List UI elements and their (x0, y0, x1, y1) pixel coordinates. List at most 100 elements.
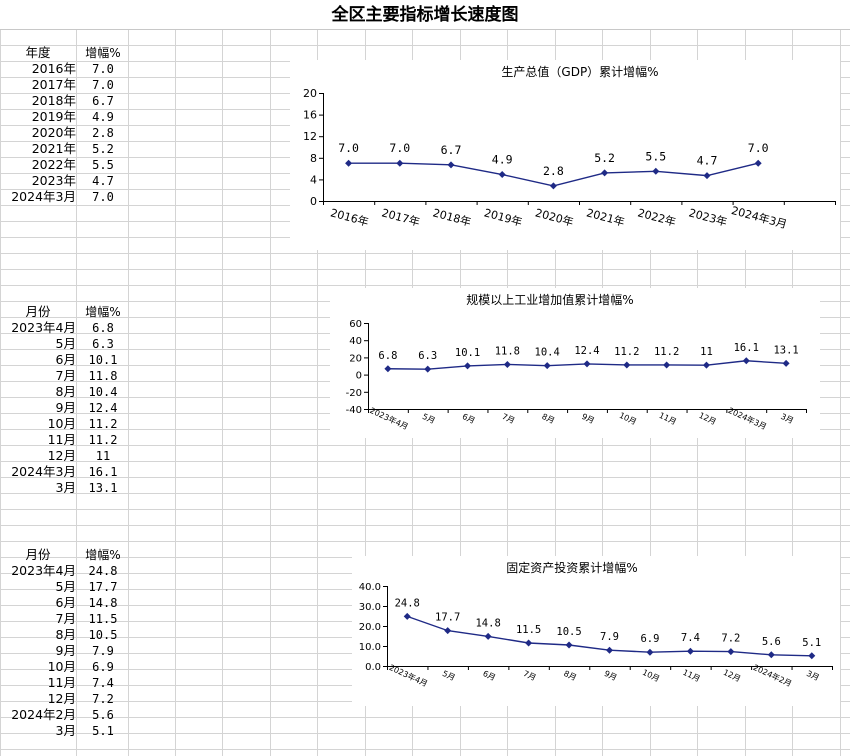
data-point (623, 361, 631, 369)
data-point (601, 169, 609, 177)
data-label: 6.8 (378, 350, 397, 362)
y-tick-label: 0 (356, 371, 362, 382)
growth-cell: 5.1 (92, 724, 114, 738)
y-tick-label: 30.0 (359, 602, 381, 613)
y-tick-label: -40 (346, 405, 362, 416)
x-tick-label: 2021年 (585, 205, 626, 229)
data-point (484, 632, 492, 640)
growth-cell: 5.6 (92, 708, 114, 722)
data-point (403, 612, 411, 620)
x-tick-label: 2022年 (636, 205, 677, 229)
x-tick-label: 2016年 (329, 205, 370, 229)
data-label: 13.1 (773, 344, 798, 356)
x-tick-label: 2023年4月 (368, 405, 410, 432)
data-point (424, 365, 432, 373)
period-cell: 3月 (55, 723, 76, 738)
growth-cell: 16.1 (88, 465, 118, 479)
period-cell: 2023年4月 (11, 320, 76, 335)
data-label: 7.4 (681, 632, 700, 644)
data-label: 11.8 (495, 345, 520, 357)
data-point (686, 647, 694, 655)
data-point (652, 167, 660, 175)
data-point (447, 161, 455, 169)
period-cell: 6月 (55, 352, 76, 367)
growth-cell: 24.8 (88, 564, 118, 578)
y-tick-label: 20 (349, 353, 362, 364)
data-point (727, 648, 735, 656)
y-tick-label: 12 (303, 130, 317, 143)
data-label: 10.4 (535, 347, 560, 359)
data-point (583, 360, 591, 368)
x-tick-label: 2024年2月 (752, 662, 794, 689)
x-tick-label: 8月 (562, 669, 578, 683)
period-cell: 2022年 (31, 157, 76, 172)
x-tick-label: 2024年3月 (727, 405, 769, 432)
y-tick-label: 10.0 (359, 642, 381, 653)
growth-cell: 11.5 (88, 612, 118, 626)
y-tick-label: -20 (346, 388, 362, 399)
data-label: 5.2 (594, 151, 615, 165)
growth-cell: 7.9 (92, 644, 114, 658)
x-tick-label: 9月 (580, 412, 596, 426)
gdp-chart: 生产总值（GDP）累计增幅% 0 4 8 12 16 20 2016年 2017年 2018年 2… (290, 60, 840, 250)
data-point (503, 360, 511, 368)
x-tick-label: 5月 (441, 669, 457, 683)
growth-cell: 4.7 (92, 174, 114, 188)
data-point (703, 172, 711, 180)
data-label: 24.8 (395, 597, 420, 609)
y-tick-label: 0.0 (365, 662, 381, 673)
growth-cell: 5.2 (92, 142, 114, 156)
period-cell: 11月 (47, 432, 76, 447)
x-tick-label: 11月 (658, 411, 678, 427)
period-cell: 2023年 (31, 173, 76, 188)
growth-cell: 11 (95, 449, 111, 463)
growth-cell: 14.8 (88, 596, 118, 610)
growth-column-header: 增幅% (85, 46, 121, 60)
growth-cell: 11.2 (88, 433, 118, 447)
x-tick-label: 12月 (697, 411, 717, 427)
data-label: 11.2 (654, 346, 679, 358)
x-tick-label: 11月 (681, 668, 701, 684)
period-cell: 2016年 (31, 61, 76, 76)
growth-cell: 7.0 (92, 78, 114, 92)
x-tick-label: 2023年4月 (388, 662, 430, 689)
period-cell: 10月 (47, 416, 76, 431)
growth-cell: 7.0 (92, 62, 114, 76)
data-label: 11.2 (614, 346, 639, 358)
data-label: 7.9 (600, 631, 619, 643)
x-tick-label: 2020年 (534, 205, 575, 229)
period-cell: 2021年 (31, 141, 76, 156)
data-point (384, 365, 392, 373)
data-point (549, 182, 557, 190)
data-label: 7.0 (338, 141, 359, 155)
x-tick-label: 2018年 (431, 205, 472, 229)
period-column-header: 月份 (25, 547, 51, 562)
growth-cell: 17.7 (88, 580, 118, 594)
period-cell: 2017年 (31, 77, 76, 92)
growth-cell: 5.5 (92, 158, 114, 172)
data-point (646, 648, 654, 656)
growth-cell: 6.9 (92, 660, 114, 674)
period-cell: 7月 (55, 611, 76, 626)
data-label: 12.4 (574, 345, 599, 357)
growth-cell: 11.8 (88, 369, 118, 383)
industry-chart-plot: -40 -20 0 20 40 60 2023年4月 5月 6月 7月 8月 9月 10月 11月 12月 2… (346, 319, 807, 432)
data-label: 11 (700, 346, 713, 358)
data-point (767, 651, 775, 659)
data-label: 6.9 (640, 633, 659, 645)
y-tick-label: 0 (310, 195, 317, 208)
growth-cell: 10.1 (88, 353, 118, 367)
x-tick-label: 8月 (540, 412, 556, 426)
period-cell: 6月 (55, 595, 76, 610)
period-cell: 9月 (55, 643, 76, 658)
x-tick-label: 9月 (603, 669, 619, 683)
period-cell: 2024年3月 (11, 464, 76, 479)
growth-cell: 7.4 (92, 676, 114, 690)
investment-chart: 固定资产投资累计增幅% 0.0 10.0 20.0 30.0 40.0 2023年4月 5月… (352, 556, 840, 706)
x-tick-label: 3月 (779, 412, 795, 426)
period-cell: 5月 (55, 579, 76, 594)
period-cell: 8月 (55, 384, 76, 399)
period-cell: 9月 (55, 400, 76, 415)
x-tick-label: 10月 (618, 411, 638, 427)
x-tick-label: 2023年 (687, 205, 728, 229)
